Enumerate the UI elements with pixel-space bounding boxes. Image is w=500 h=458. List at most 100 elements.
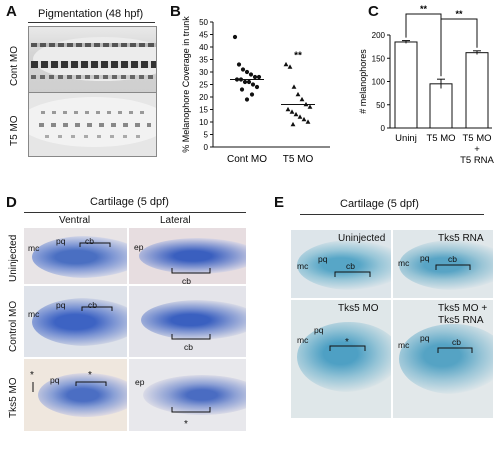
panel-e-tks5-mo-rna-image xyxy=(393,300,493,418)
b-point xyxy=(249,92,255,97)
b-point xyxy=(256,74,262,80)
d3-ep: ep xyxy=(135,377,145,387)
b-point xyxy=(236,62,242,67)
e3-star: * xyxy=(345,337,349,348)
panel-d-tks5-mo-lateral-image xyxy=(129,359,246,431)
panel-e-title: Cartilage (5 dpf) xyxy=(340,198,419,210)
e2-pq: pq xyxy=(420,253,430,263)
b-xtick-label: Cont MO xyxy=(227,154,267,165)
d1-ep: ep xyxy=(134,242,144,252)
c-ylabel: # melanophores xyxy=(358,49,368,114)
panel-a-title: Pigmentation (48 hpf) xyxy=(38,8,144,20)
d1-mc: mc xyxy=(28,243,40,253)
b-point xyxy=(232,34,238,40)
b-point xyxy=(297,114,303,119)
d1-cb: cb xyxy=(85,236,94,246)
d2-lat-cb: cb xyxy=(184,342,193,352)
c-ytick-label: 200 xyxy=(372,31,386,40)
b-point xyxy=(250,82,256,87)
b-ytick-label: 20 xyxy=(199,93,208,102)
panel-d-col-lateral: Lateral xyxy=(160,215,191,226)
panel-d-uninjected-lateral-image xyxy=(129,228,246,284)
e1-cb: cb xyxy=(346,261,355,271)
b-point xyxy=(295,91,301,97)
b-ylabel: % Melanophore Coverage in trunk xyxy=(181,16,191,153)
b-xtick-label: T5 MO xyxy=(283,154,314,165)
b-ytick-label: 50 xyxy=(199,18,208,27)
panel-a-label: A xyxy=(6,3,17,20)
b-point xyxy=(239,87,245,92)
c-sig-bracket xyxy=(440,18,478,77)
panel-d-label: D xyxy=(6,194,17,211)
panel-d-title: Cartilage (5 dpf) xyxy=(90,196,169,208)
panel-e-cond-tks5-rna-2: Tks5 RNA xyxy=(438,315,484,326)
d3-ventral-star: * xyxy=(88,370,92,381)
b-ytick-label: 15 xyxy=(199,106,208,115)
b-point xyxy=(301,116,307,122)
e1-mc: mc xyxy=(297,261,309,271)
b-point xyxy=(293,111,299,117)
e4-cb: cb xyxy=(452,337,461,347)
e4-pq: pq xyxy=(420,333,430,343)
d3-lateral-star: * xyxy=(184,419,188,430)
e3-pq: pq xyxy=(314,325,324,335)
e1-pq: pq xyxy=(318,254,328,264)
panel-e-uninjected-image xyxy=(291,230,391,298)
b-point xyxy=(252,74,258,80)
panel-e-title-rule xyxy=(300,214,484,215)
b-point xyxy=(291,84,297,89)
e2-cb: cb xyxy=(448,254,457,264)
b-ytick-label: 40 xyxy=(199,43,208,52)
e3-mc: mc xyxy=(297,335,309,345)
b-point xyxy=(285,106,291,112)
b-point xyxy=(242,79,248,85)
panel-e-cond-tks5-mo: Tks5 MO xyxy=(338,303,379,314)
b-point xyxy=(307,104,313,109)
b-point xyxy=(287,64,293,69)
b-ytick-label: 10 xyxy=(199,118,208,127)
d2-cb: cb xyxy=(88,300,97,310)
d2-mc: mc xyxy=(28,309,40,319)
panel-e-cond-tks5-mo-plus: Tks5 MO + xyxy=(438,303,488,314)
d2-pq: pq xyxy=(56,300,66,310)
panel-d-control-mo-lateral-image xyxy=(129,286,246,357)
b-point xyxy=(289,109,295,114)
d1-pq: pq xyxy=(56,236,66,246)
c-ytick-label: 150 xyxy=(372,54,386,63)
c-ytick-label: 100 xyxy=(372,78,386,87)
b-ytick-label: 5 xyxy=(204,131,209,140)
b-significance: ** xyxy=(294,51,302,62)
b-point xyxy=(240,67,246,72)
panel-e-cond-uninjected: Uninjected xyxy=(338,233,386,244)
d1-lat-cb: cb xyxy=(182,276,191,286)
b-point xyxy=(290,121,296,127)
b-point xyxy=(305,119,311,124)
c-xtick-label: T5 RNA xyxy=(460,155,494,166)
panel-e-cond-tks5-rna: Tks5 RNA xyxy=(438,233,484,244)
panel-e-label: E xyxy=(274,194,285,211)
b-point xyxy=(234,77,240,82)
c-sig-label: ** xyxy=(420,4,428,14)
panel-d-col-ventral: Ventral xyxy=(59,215,91,226)
panel-d-control-mo-ventral-image xyxy=(24,286,127,357)
c-ytick-label: 0 xyxy=(381,124,386,133)
b-point xyxy=(254,84,260,90)
panel-a-cont-mo-image xyxy=(28,26,157,93)
b-point xyxy=(248,72,254,77)
panel-a-t5-mo-image xyxy=(28,92,157,157)
b-point xyxy=(303,101,309,107)
c-sig-label: ** xyxy=(455,9,463,19)
b-point xyxy=(244,69,250,75)
panel-d-tks5-mo-ventral-image xyxy=(24,359,127,431)
c-ytick-label: 50 xyxy=(376,101,385,110)
b-point xyxy=(246,79,252,85)
b-ytick-label: 25 xyxy=(199,81,208,90)
d3-star: * xyxy=(30,370,34,381)
panel-d-title-rule xyxy=(24,212,246,213)
c-xtick-label: Uninj xyxy=(395,133,417,144)
e2-mc: mc xyxy=(398,258,410,268)
b-ytick-label: 35 xyxy=(199,56,208,65)
